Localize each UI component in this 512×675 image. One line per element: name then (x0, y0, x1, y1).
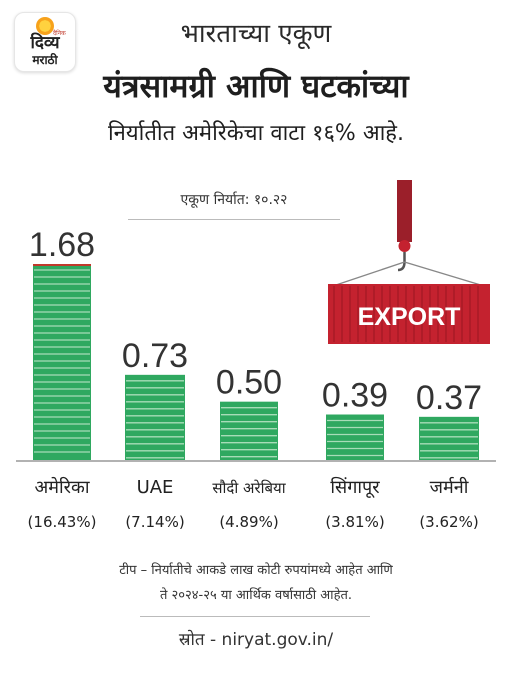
export-container (328, 284, 490, 344)
data-label: 1.68 (29, 226, 95, 264)
crane-hook (397, 252, 406, 272)
bar (326, 414, 384, 460)
export-label: EXPORT (358, 303, 461, 331)
crane-pulley (398, 240, 411, 252)
source-separator (140, 616, 370, 617)
logo-tagline: दैनिक (53, 30, 66, 37)
source-text: स्रोत - niryat.gov.in/ (178, 630, 334, 650)
bar (419, 416, 479, 460)
bar (220, 401, 278, 460)
category-label: सिंगापूर (330, 476, 380, 498)
export-container-illustration: EXPORT (328, 180, 490, 344)
crane-cable-left (332, 261, 405, 287)
divya-marathi-logo: दैनिक दिव्य मराठी (14, 12, 76, 72)
crane-arm (397, 180, 412, 242)
logo-text-top: दिव्य (30, 33, 60, 53)
footnote-line-2: ते २०२४-२५ या आर्थिक वर्षासाठी आहेत. (159, 588, 353, 603)
share-label: (3.81%) (325, 513, 384, 531)
bar (125, 374, 185, 460)
data-label: 0.39 (322, 377, 388, 415)
crane-cable-right (404, 261, 485, 287)
logo-text-bottom: मराठी (32, 53, 58, 67)
bar-chart: EXPORT 1.68 अमेरिका (16.43%) 0.73 UAE (7.14%)… (16, 180, 496, 531)
data-label: 0.73 (122, 337, 188, 375)
subtitle: निर्यातीत अमेरिकेचा वाटा १६% आहे. (107, 121, 404, 146)
data-label: 0.37 (416, 379, 482, 417)
footnote-line-1: टीप – निर्यातीचे आकडे लाख कोटी रुपयांमध्… (119, 563, 393, 578)
title-line-2: यंत्रसामग्री आणि घटकांच्या (103, 67, 409, 105)
total-underline (128, 219, 340, 220)
category-label: जर्मनी (430, 476, 469, 498)
share-label: (4.89%) (219, 513, 278, 531)
bar (33, 264, 91, 460)
category-label: सौदी अरेबिया (212, 479, 286, 497)
share-label: (7.14%) (125, 513, 184, 531)
bar-top-accent (33, 264, 91, 266)
data-label: 0.50 (216, 364, 282, 402)
total-exports-label: एकूण निर्यात: १०.२२ (180, 192, 288, 208)
category-label: UAE (137, 477, 174, 498)
share-label: (16.43%) (28, 513, 97, 531)
title-line-1: भारताच्या एकूण (180, 19, 332, 49)
sun-icon (36, 17, 54, 35)
category-label: अमेरिका (34, 476, 89, 498)
share-label: (3.62%) (419, 513, 478, 531)
